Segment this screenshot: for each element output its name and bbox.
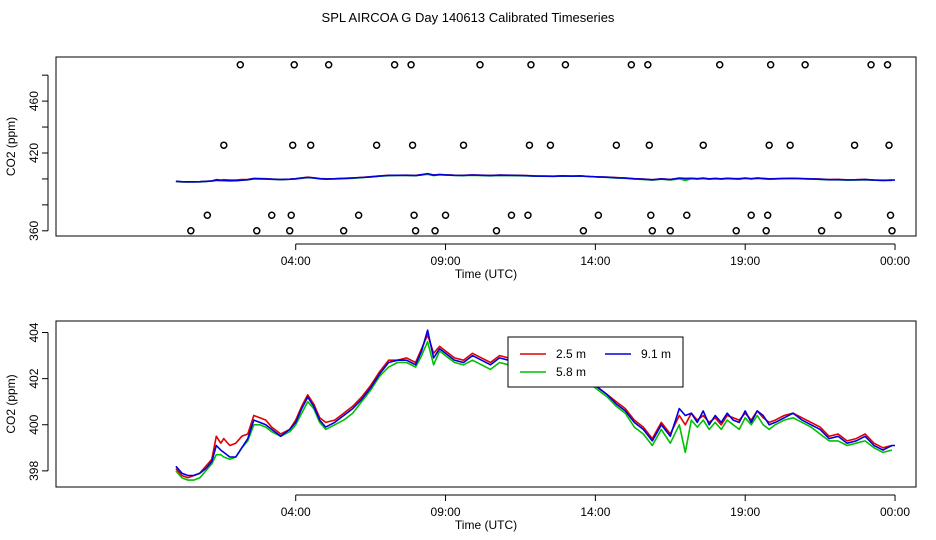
calibration-point <box>287 211 295 219</box>
legend: 2.5 m 5.8 m 9.1 m <box>507 336 684 388</box>
calibration-point <box>324 61 333 69</box>
figure-title: SPL AIRCOA G Day 140613 Calibrated Times… <box>322 10 615 25</box>
y-tick-label: 400 <box>27 414 41 434</box>
y-tick-label: 360 <box>27 220 41 240</box>
x-tick-label: 19:00 <box>730 505 760 519</box>
calibration-point <box>408 141 417 149</box>
calibration-point <box>525 141 534 149</box>
y-tick-label: 402 <box>27 368 41 388</box>
calibration-point <box>648 227 657 235</box>
top-series-9-1-m <box>175 172 895 183</box>
top-panel: 04:00 09:00 14:00 19:00 00:00 Time (UTC) 360 42… <box>4 56 917 281</box>
calibration-point <box>431 227 439 235</box>
legend-label: 5.8 m <box>556 365 586 379</box>
calibration-point <box>594 211 603 219</box>
calibration-point <box>888 227 896 235</box>
calibration-point <box>766 61 775 69</box>
calibration-point <box>867 61 875 69</box>
legend-label: 9.1 m <box>641 347 671 361</box>
calibration-point <box>507 211 516 219</box>
calibration-point <box>187 227 195 235</box>
calibration-point <box>715 61 724 69</box>
calibration-point <box>354 211 363 219</box>
calibration-point <box>699 141 707 149</box>
calibration-point <box>786 141 794 149</box>
y-tick-label: 460 <box>27 91 41 111</box>
bottom-panel: 04:00 09:00 14:00 19:00 00:00 Time (UTC) 398 40… <box>4 320 917 532</box>
x-tick-label: 04:00 <box>281 505 311 519</box>
legend-box <box>507 336 684 388</box>
x-tick-label: 14:00 <box>580 505 610 519</box>
calibration-point <box>253 227 261 235</box>
x-tick-label: 09:00 <box>431 254 461 268</box>
calibration-point <box>288 141 297 149</box>
y-tick-label: 404 <box>27 322 41 342</box>
calibration-point <box>203 211 212 219</box>
calibration-point <box>220 141 228 149</box>
calibration-point <box>612 141 621 149</box>
calibration-point <box>732 227 740 235</box>
calibration-point <box>763 211 772 219</box>
x-tick-label: 00:00 <box>880 254 910 268</box>
calibration-point <box>236 61 245 69</box>
x-tick-label: 04:00 <box>281 254 311 268</box>
calibration-point <box>817 227 826 235</box>
calibration-point <box>886 211 895 219</box>
calibration-point <box>834 211 842 219</box>
calibration-point <box>372 141 381 149</box>
calibration-point <box>801 61 809 69</box>
calibration-point <box>285 227 294 235</box>
legend-label: 2.5 m <box>556 347 586 361</box>
calibration-point <box>561 61 570 69</box>
calibration-point <box>339 227 348 235</box>
calibration-point <box>390 61 399 69</box>
calibration-point <box>476 61 484 69</box>
calibration-point <box>546 141 555 149</box>
x-axis-title: Time (UTC) <box>455 518 517 532</box>
calibration-point <box>290 61 298 69</box>
plot-frame <box>55 56 917 237</box>
calibration-point <box>666 227 675 235</box>
calibration-point <box>459 141 468 149</box>
calibration-point <box>627 61 636 69</box>
y-axis-title: CO2 (ppm) <box>4 117 18 176</box>
calibration-point <box>850 141 859 149</box>
calibration-point <box>885 141 893 149</box>
calibration-point <box>267 211 276 219</box>
calibration-point <box>765 141 773 149</box>
calibration-point <box>647 211 655 219</box>
calibration-point <box>644 61 652 69</box>
y-tick-label: 398 <box>27 461 41 481</box>
calibration-point <box>645 141 654 149</box>
calibration-point <box>683 211 691 219</box>
x-tick-label: 00:00 <box>880 505 910 519</box>
plot-frame <box>55 320 917 488</box>
calibration-point <box>762 227 770 235</box>
calibration-point <box>527 61 535 69</box>
y-tick-label: 420 <box>27 143 41 163</box>
calibration-point <box>492 227 501 235</box>
x-axis-title: Time (UTC) <box>455 267 517 281</box>
calibration-point <box>411 227 420 235</box>
calibration-point <box>747 211 755 219</box>
y-axis-title: CO2 (ppm) <box>4 374 18 433</box>
calibration-point <box>407 61 415 69</box>
calibration-point <box>579 227 588 235</box>
x-tick-label: 09:00 <box>431 505 461 519</box>
x-tick-label: 14:00 <box>580 254 610 268</box>
calibration-point <box>441 211 450 219</box>
x-tick-label: 19:00 <box>730 254 760 268</box>
calibration-point <box>883 61 892 69</box>
calibration-point <box>306 141 315 149</box>
calibration-point <box>524 211 532 219</box>
calibration-point <box>410 211 418 219</box>
